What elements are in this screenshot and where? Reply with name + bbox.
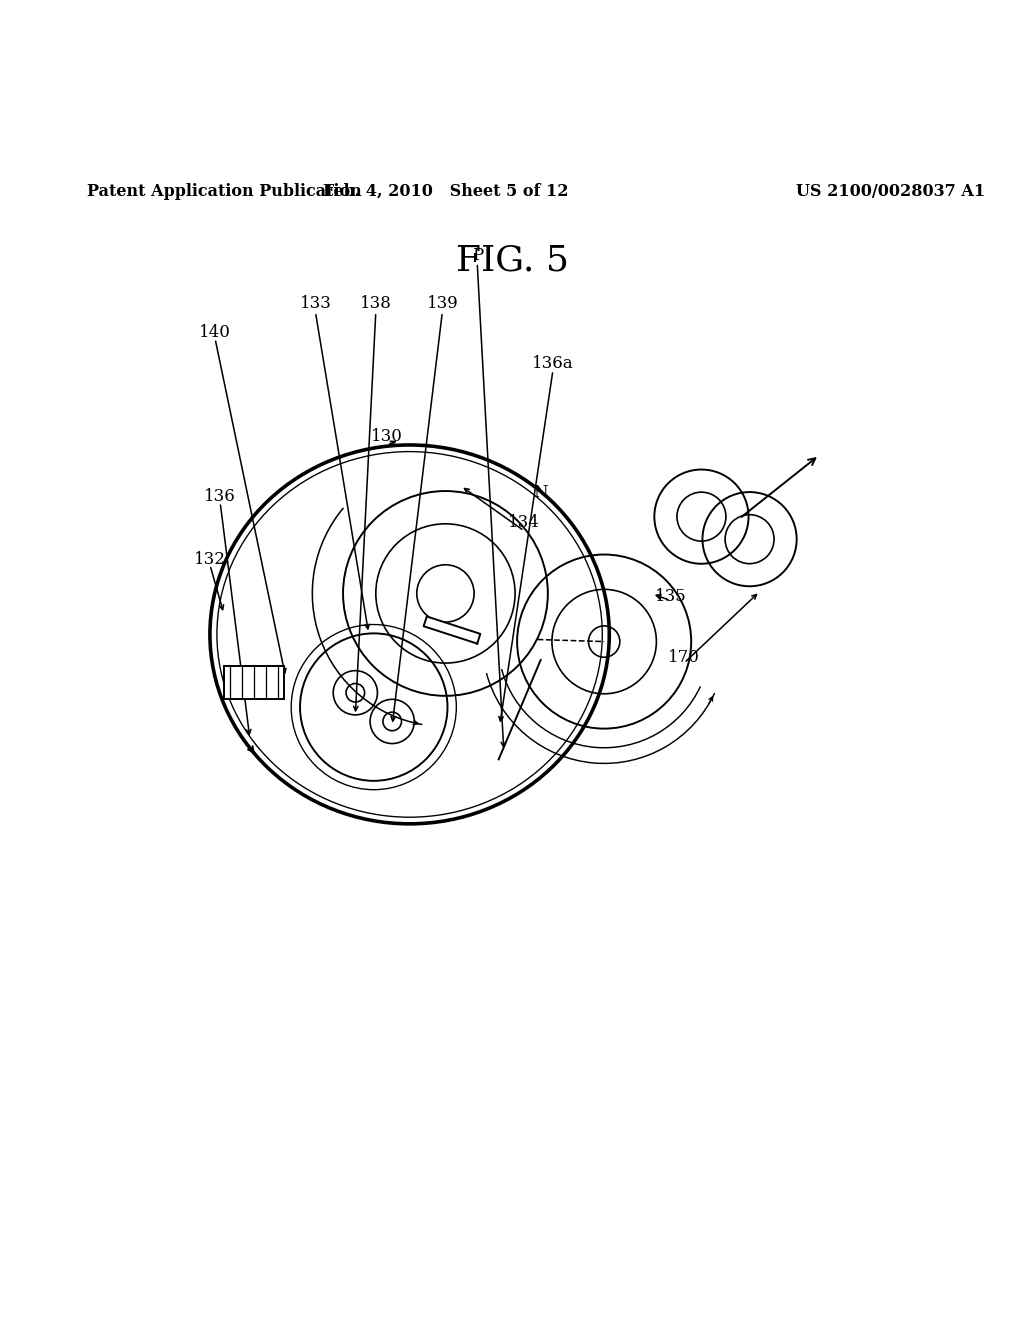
Text: Patent Application Publication: Patent Application Publication [87, 182, 361, 199]
Bar [224, 667, 284, 698]
Text: 138: 138 [359, 296, 392, 312]
Text: P: P [472, 247, 482, 264]
Text: Feb. 4, 2010   Sheet 5 of 12: Feb. 4, 2010 Sheet 5 of 12 [323, 182, 568, 199]
Text: US 2100/0028037 A1: US 2100/0028037 A1 [797, 182, 985, 199]
Text: FIG. 5: FIG. 5 [456, 244, 568, 277]
Text: 139: 139 [426, 296, 459, 312]
Text: 135: 135 [654, 587, 687, 605]
Polygon shape [424, 616, 480, 644]
Text: 134: 134 [508, 515, 541, 531]
Text: N: N [534, 483, 548, 500]
Text: 130: 130 [371, 428, 403, 445]
Text: 136a: 136a [532, 355, 573, 371]
Text: 170: 170 [668, 649, 700, 667]
Text: 136: 136 [204, 487, 237, 504]
Text: 140: 140 [199, 323, 231, 341]
Text: 133: 133 [299, 296, 332, 312]
Text: 132: 132 [194, 552, 226, 568]
